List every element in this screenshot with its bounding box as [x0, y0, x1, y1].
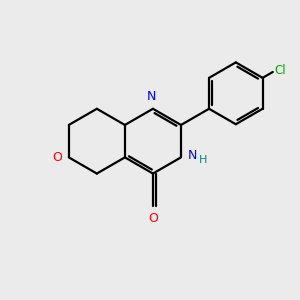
- Text: N: N: [147, 91, 156, 103]
- Text: Cl: Cl: [274, 64, 286, 77]
- Text: H: H: [199, 155, 208, 165]
- Text: O: O: [148, 212, 158, 225]
- Text: N: N: [188, 149, 197, 162]
- Text: O: O: [52, 151, 62, 164]
